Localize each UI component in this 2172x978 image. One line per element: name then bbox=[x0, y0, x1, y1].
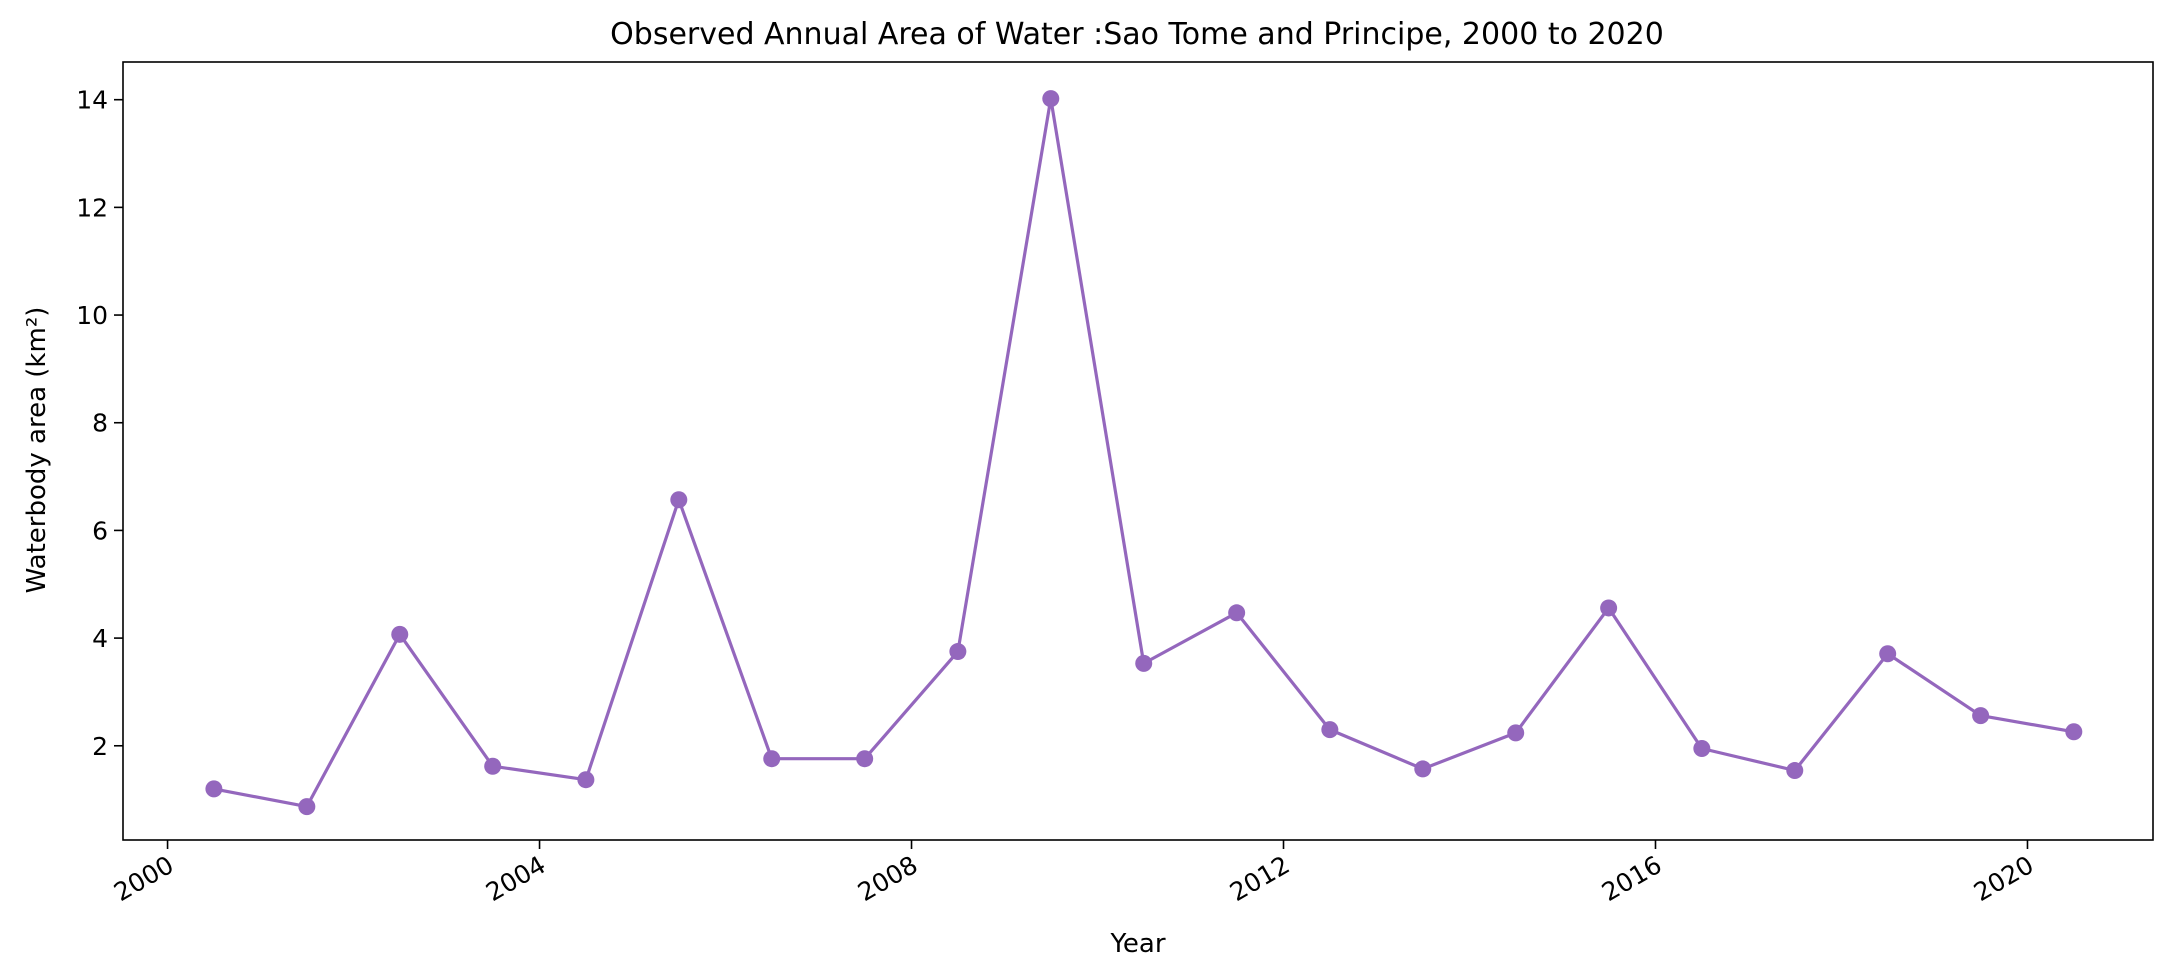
y-axis: 2 4 6 8 10 12 14 bbox=[76, 86, 123, 761]
chart-title: Observed Annual Area of Water :Sao Tome … bbox=[610, 17, 1664, 52]
data-point bbox=[484, 757, 502, 775]
data-point bbox=[670, 491, 688, 509]
y-tick-label: 10 bbox=[76, 301, 108, 330]
y-tick-label: 14 bbox=[76, 86, 108, 115]
data-point bbox=[1507, 724, 1525, 742]
data-point bbox=[1972, 707, 1990, 725]
data-point bbox=[577, 771, 595, 789]
data-point bbox=[205, 780, 223, 798]
y-tick-label: 12 bbox=[76, 193, 108, 222]
x-tick-label: 2020 bbox=[1969, 850, 2039, 907]
data-point bbox=[1228, 604, 1246, 622]
y-axis-label: Waterbody area (km²) bbox=[22, 307, 52, 594]
x-tick-label: 2000 bbox=[109, 850, 179, 907]
plot-area bbox=[122, 61, 2154, 841]
y-tick-label: 6 bbox=[92, 516, 108, 545]
data-point bbox=[1786, 762, 1804, 780]
x-axis: 2000 2004 2008 2012 2016 2020 bbox=[109, 840, 2039, 907]
x-tick-label: 2012 bbox=[1225, 850, 1295, 907]
y-tick-label: 4 bbox=[92, 624, 108, 653]
data-point bbox=[391, 625, 409, 643]
x-axis-label: Year bbox=[1109, 929, 1165, 959]
data-point bbox=[1321, 721, 1339, 739]
data-point bbox=[949, 643, 967, 661]
data-point bbox=[856, 750, 874, 768]
data-point bbox=[1600, 599, 1618, 617]
series-layer bbox=[205, 90, 2083, 816]
y-tick-label: 2 bbox=[92, 732, 108, 761]
data-point bbox=[1135, 654, 1153, 672]
data-point bbox=[1693, 739, 1711, 757]
data-point bbox=[1414, 760, 1432, 778]
y-tick-label: 8 bbox=[92, 409, 108, 438]
data-point bbox=[2065, 723, 2083, 741]
x-tick-label: 2008 bbox=[853, 850, 923, 907]
data-point bbox=[1879, 645, 1897, 663]
series-line bbox=[213, 96, 2075, 809]
data-point bbox=[1042, 90, 1060, 108]
data-point bbox=[763, 750, 781, 768]
x-tick-label: 2016 bbox=[1597, 850, 1667, 907]
x-tick-label: 2004 bbox=[481, 850, 551, 907]
data-point bbox=[298, 798, 316, 816]
